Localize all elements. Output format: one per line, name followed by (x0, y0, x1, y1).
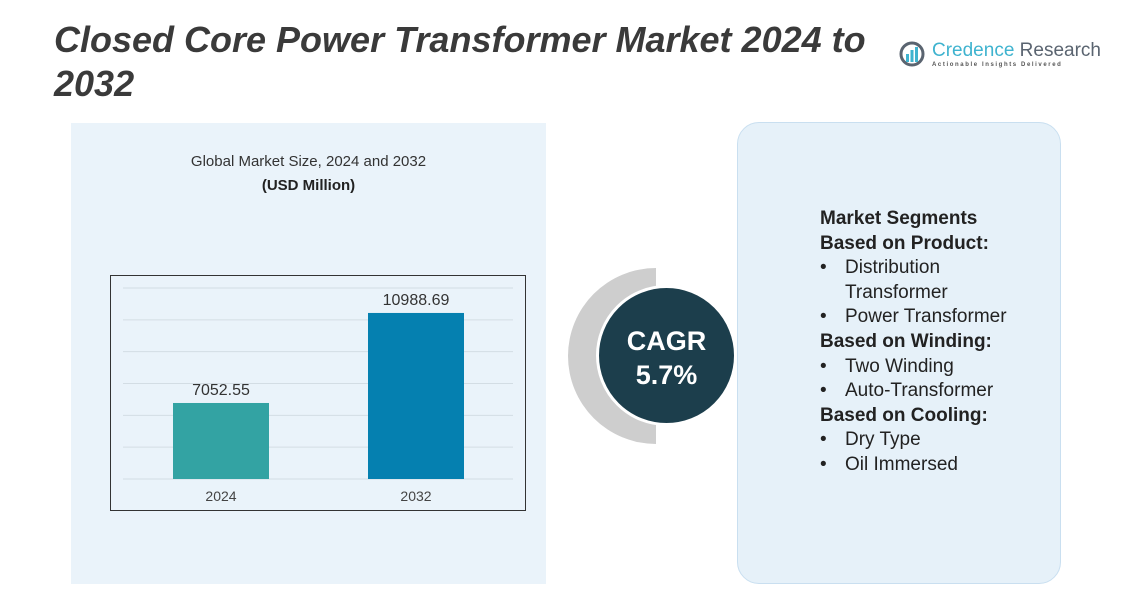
segments-panel (737, 122, 1061, 584)
segment-group-title: Based on Winding: (820, 330, 992, 352)
x-tick-label: 2024 (205, 488, 236, 504)
chart-box: 7052.55 2024 10988.69 2032 (110, 275, 526, 511)
segment-item: Auto-Transformer (820, 379, 1007, 404)
segment-item: Power Transformer (820, 305, 1007, 330)
x-tick-label: 2032 (400, 488, 431, 504)
bar-2032 (368, 312, 464, 479)
segment-item: Distribution Transformer (820, 256, 980, 305)
bar-chart: 7052.55 2024 10988.69 2032 (123, 287, 513, 504)
logo-tagline: Actionable Insights Delivered (932, 62, 1063, 68)
cagr-label: CAGR (626, 326, 707, 356)
segment-item: Dry Type (820, 428, 1007, 453)
cagr-badge: CAGR 5.7% (596, 285, 737, 426)
data-label: 7052.55 (192, 382, 250, 399)
logo-name-a: Credence (932, 40, 1015, 61)
chart-subtitle: Global Market Size, 2024 and 2032 (190, 153, 427, 170)
page-title: Closed Core Power Transformer Market 202… (54, 19, 866, 104)
cagr-value: 5.7% (635, 360, 698, 390)
segments-heading: Market Segments (820, 208, 978, 229)
data-label: 10988.69 (383, 292, 450, 309)
segment-group-title: Based on Product: (820, 232, 989, 254)
logo-icon (899, 41, 925, 67)
segment-item: Oil Immersed (820, 453, 1007, 478)
bar-2024 (173, 402, 269, 479)
logo: Credence Research Actionable Insights De… (898, 40, 1101, 68)
chart-units: (USD Million) (261, 177, 356, 194)
logo-name-b: Research (1014, 40, 1101, 61)
segment-item: Two Winding (820, 355, 1007, 380)
segments-list: Market Segments Based on Product:Distrib… (820, 207, 1007, 478)
segment-group-title: Based on Cooling: (820, 404, 988, 426)
